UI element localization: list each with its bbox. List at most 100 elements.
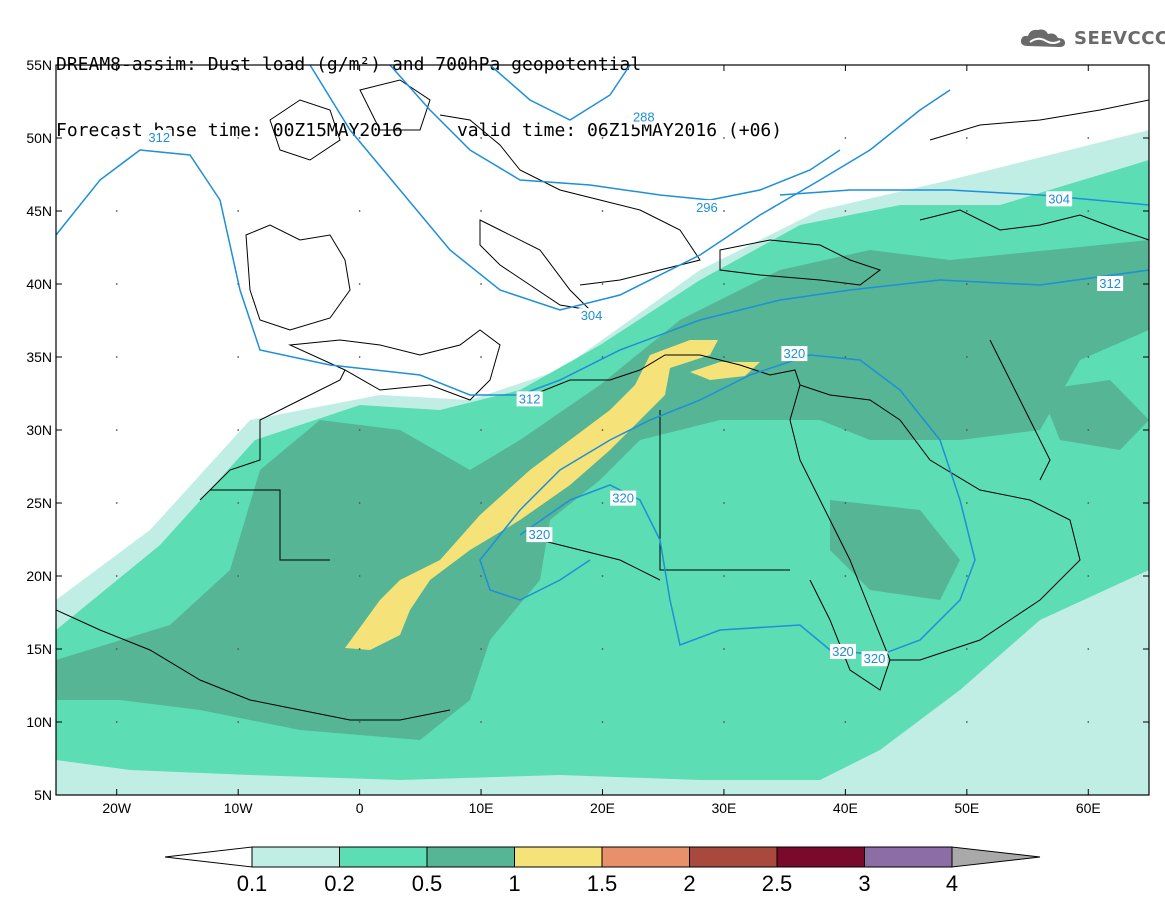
grid-dot (115, 575, 118, 577)
cloud-logo-icon (1020, 29, 1065, 47)
grid-dot (115, 137, 118, 139)
contour-label-bg (578, 308, 605, 324)
grid-dot (358, 721, 361, 723)
contour-label-bg (829, 643, 856, 659)
lat-label: 15N (26, 641, 52, 657)
colorbar: 0.1 0.2 0.5 1 1.5 2 2.5 3 4 (164, 846, 1041, 896)
contour-label-bg (1046, 191, 1073, 207)
lat-label: 45N (26, 203, 52, 219)
lon-label: 60E (1076, 800, 1101, 816)
lon-label: 30E (711, 800, 736, 816)
dust-patch-light-1 (640, 520, 820, 660)
grid-dot (237, 137, 240, 139)
contour-labels: 312 288 296 304 312 304 312 320 320 320 320 320 (146, 109, 1124, 667)
contour-label: 312 (148, 130, 170, 145)
grid-dot (844, 721, 847, 723)
lat-label: 20N (26, 568, 52, 584)
lat-label: 5N (34, 787, 52, 803)
grid-dot (358, 137, 361, 139)
colorbar-segment (601, 846, 690, 868)
colorbar-label: 2.5 (762, 871, 793, 896)
contour-label-bg (146, 130, 173, 145)
grid-dot (844, 283, 847, 285)
colorbar-label: 1 (508, 871, 520, 896)
grid-dot (358, 575, 361, 577)
grid-dot (480, 575, 482, 577)
grid-dot (723, 648, 725, 650)
colorbar-label: 4 (946, 871, 958, 896)
contour-label-bg (693, 200, 720, 216)
lat-label: 25N (26, 495, 52, 511)
grid-dot (601, 283, 604, 285)
grid-dot (965, 137, 968, 139)
latitude-axis: 55N 50N 45N 40N 35N 30N 25N 20N 15N 10N 5N (26, 57, 1149, 803)
grid-dot (480, 283, 482, 285)
grid-dot (723, 429, 725, 431)
colorbar-label: 0.5 (412, 871, 443, 896)
grid-dot (115, 429, 118, 431)
grid-dot (601, 721, 604, 723)
longitude-axis: 20W 10W 0 10E 20E 30E 40E 50E 60E (102, 65, 1101, 816)
contour-label: 304 (581, 308, 603, 323)
contour-label: 320 (528, 527, 550, 542)
grid-dot (115, 721, 118, 723)
dust-patch-medium-2 (1040, 380, 1149, 450)
lon-label: 20W (102, 800, 132, 816)
grid-dot (115, 210, 118, 212)
grid-dot (844, 356, 847, 358)
seevccc-logo: SEEVCCC (1018, 26, 1165, 50)
contour-label-bg (526, 527, 553, 543)
grid-dot (965, 502, 968, 504)
grid-dot (965, 721, 968, 723)
grid-dot (1087, 429, 1090, 431)
colorbar-label: 0.2 (324, 871, 355, 896)
contour-label: 288 (633, 110, 655, 125)
grid-dot (723, 575, 725, 577)
grid-dot (358, 502, 361, 504)
grid-dot (965, 575, 968, 577)
dust-patch-medium-1 (830, 500, 960, 600)
contour-label: 312 (1099, 276, 1121, 291)
geopotential-contours (56, 65, 1149, 656)
lon-label: 40E (833, 800, 858, 816)
grid-dot (965, 356, 968, 358)
grid-dot (965, 429, 968, 431)
lon-label: 10E (469, 800, 494, 816)
contour-label-bg (630, 109, 657, 125)
map-area: 312 288 296 304 312 304 312 320 320 320 320 320 (56, 65, 1149, 795)
grid-dot (965, 283, 968, 285)
lat-label: 30N (26, 422, 52, 438)
contour-label: 320 (832, 644, 854, 659)
colorbar-label: 0.1 (237, 871, 268, 896)
grid-dot (723, 721, 725, 723)
grid-dot (1087, 137, 1090, 139)
logo-text: SEEVCCC (1074, 27, 1165, 49)
grid-dot (723, 502, 725, 504)
grid-dot (237, 429, 240, 431)
grid-dot (1087, 721, 1090, 723)
grid-dot (1087, 575, 1090, 577)
grid-dot (237, 721, 240, 723)
colorbar-segment (864, 846, 953, 868)
colorbar-arrow-left (164, 846, 253, 868)
grid-dot (358, 283, 361, 285)
lon-label: 50E (954, 800, 979, 816)
dust-patch-yellow (690, 362, 760, 380)
grid-dot (965, 210, 968, 212)
grid-dot (601, 429, 604, 431)
grid-dot (115, 356, 118, 358)
colorbar-arrow-right (951, 846, 1041, 868)
lat-label: 40N (26, 276, 52, 292)
grid-dot (601, 356, 604, 358)
colorbar-segment (426, 846, 515, 868)
grid-dot (115, 283, 118, 285)
grid-dot (358, 648, 361, 650)
grid-dot (480, 502, 482, 504)
grid-dot (844, 575, 847, 577)
grid-dot (358, 429, 361, 431)
contour-label-bg (1097, 276, 1124, 291)
grid-dot (601, 502, 604, 504)
contour-label: 304 (1048, 191, 1070, 206)
title-line-2: Forecast base time: 00Z15MAY2016 valid t… (56, 120, 783, 141)
